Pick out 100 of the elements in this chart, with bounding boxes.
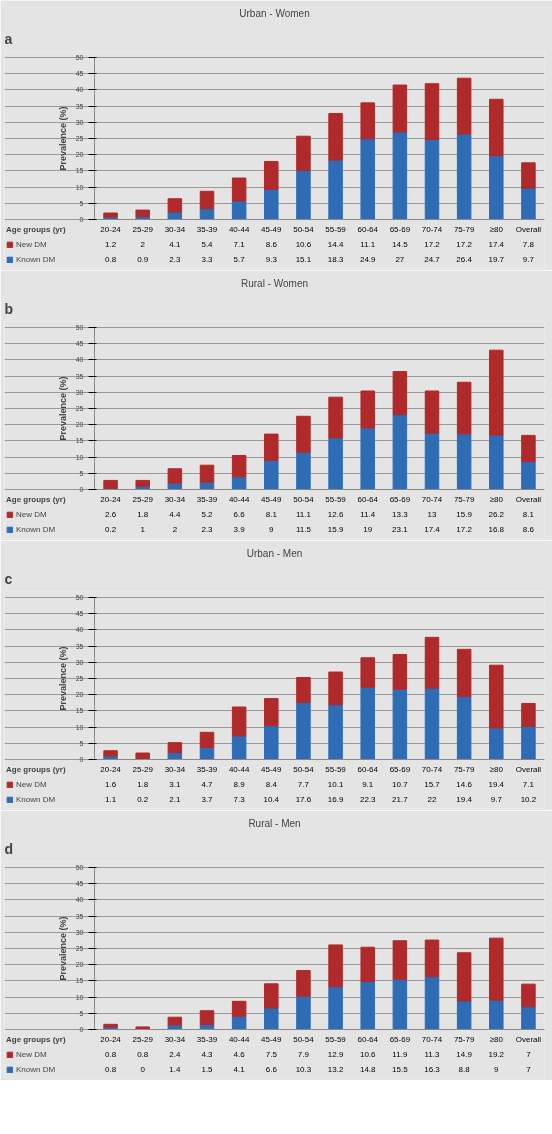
data-label: 10.3 (295, 1064, 312, 1074)
x-axis-title: Age groups (yr) (6, 1035, 66, 1044)
legend-label: Known DM (16, 524, 56, 536)
data-label: 7.1 (522, 779, 535, 789)
data-label: 19.4 (488, 779, 505, 789)
data-label: 17.2 (424, 239, 441, 249)
x-tick-label: 65-69 (389, 1034, 411, 1044)
data-label: 16.3 (424, 1064, 441, 1074)
x-tick-label: 55-59 (325, 764, 347, 774)
data-label: 14.8 (359, 1064, 377, 1074)
data-label: 9 (494, 1064, 500, 1074)
data-label: 7.1 (233, 239, 246, 249)
data-label: 7.9 (297, 1049, 310, 1059)
x-axis-title: Age groups (yr) (6, 765, 66, 774)
data-label: 2.3 (169, 254, 181, 264)
x-axis-title: Age groups (yr) (6, 225, 66, 234)
legend-label: New DM (16, 1049, 47, 1061)
data-label: 13.2 (327, 1064, 344, 1074)
data-label: 26.4 (456, 254, 473, 264)
x-tick-label: 70-74 (421, 224, 443, 234)
data-label: 21.7 (392, 794, 409, 804)
x-tick-label: 45-49 (261, 764, 283, 774)
data-label: 2 (172, 524, 178, 534)
data-label: 15.9 (456, 509, 473, 519)
x-tick-label: 50-54 (293, 1034, 315, 1044)
data-label: 14.4 (327, 239, 344, 249)
data-label: 4.1 (233, 1064, 246, 1074)
x-tick-label: 30-34 (164, 764, 186, 774)
x-tick-label: 75-79 (453, 224, 475, 234)
x-tick-label: 70-74 (421, 1034, 443, 1044)
x-tick-label: 35-39 (196, 494, 218, 504)
x-tick-label: 45-49 (261, 1034, 283, 1044)
data-label: 2 (140, 239, 146, 249)
data-label: 11.4 (360, 509, 376, 519)
data-label: 17.2 (456, 524, 473, 534)
legend-label: New DM (16, 509, 47, 521)
data-label: 8.4 (265, 779, 278, 789)
data-label: 0.8 (105, 1064, 117, 1074)
data-label: 17.6 (295, 794, 312, 804)
legend-label: New DM (16, 239, 47, 251)
data-label: 11.5 (295, 524, 312, 534)
x-tick-label: 25-29 (132, 764, 154, 774)
data-label: 10.6 (295, 239, 312, 249)
data-label: 2.6 (105, 509, 117, 519)
data-label: 19 (363, 524, 373, 534)
data-label: 1 (140, 524, 146, 534)
x-tick-label: 35-39 (196, 1034, 218, 1044)
data-label: 9.7 (522, 254, 535, 264)
x-tick-label: 70-74 (421, 764, 443, 774)
data-label: 6.6 (265, 1064, 278, 1074)
x-tick-label: Overall (515, 764, 542, 774)
data-label: 5.2 (201, 509, 214, 519)
data-label: 3.1 (169, 779, 181, 789)
data-label: 5.7 (233, 254, 246, 264)
data-label: 8.1 (522, 509, 535, 519)
data-label: 2.3 (201, 524, 214, 534)
data-label: 7 (526, 1049, 532, 1059)
legend-label: Known DM (16, 254, 56, 266)
data-label: 0.8 (105, 1049, 117, 1059)
data-label: 11.1 (295, 509, 312, 519)
x-axis-title: Age groups (yr) (6, 495, 66, 504)
legend-label: Known DM (16, 1064, 56, 1076)
data-label: 16.9 (327, 794, 344, 804)
x-tick-label: Overall (515, 224, 542, 234)
x-tick-label: 30-34 (164, 494, 186, 504)
data-label: 0.2 (105, 524, 117, 534)
x-tick-label: 25-29 (132, 1034, 154, 1044)
data-label: 19.7 (488, 254, 505, 264)
x-tick-label: 35-39 (196, 224, 218, 234)
data-label: 19.4 (456, 794, 473, 804)
x-tick-label: 45-49 (261, 494, 283, 504)
data-label: 8.8 (458, 1064, 471, 1074)
x-tick-label: 55-59 (325, 1034, 347, 1044)
x-tick-label: 75-79 (453, 494, 475, 504)
data-label: 12.9 (327, 1049, 344, 1059)
data-label: 1.8 (137, 509, 149, 519)
x-tick-label: 65-69 (389, 224, 411, 234)
chart-title: Rural - Women (240, 277, 309, 289)
x-tick-label: 65-69 (389, 764, 411, 774)
data-label: 7.7 (297, 779, 310, 789)
x-tick-label: 55-59 (325, 494, 347, 504)
data-label: 1.4 (169, 1064, 181, 1074)
data-label: 15.7 (424, 779, 441, 789)
data-label: 22 (427, 794, 437, 804)
data-label: 16.8 (488, 524, 505, 534)
data-label: 1.1 (105, 794, 117, 804)
data-label: 6.6 (233, 509, 246, 519)
x-tick-label: 50-54 (293, 224, 315, 234)
data-label: 4.7 (201, 779, 214, 789)
legend-label: New DM (16, 779, 47, 791)
data-label: 9.1 (362, 779, 374, 789)
data-label: 14.5 (392, 239, 409, 249)
data-label: 4.3 (201, 1049, 214, 1059)
data-label: 27 (395, 254, 405, 264)
data-label: 10.7 (392, 779, 409, 789)
data-label: 8.1 (265, 509, 278, 519)
x-tick-label: 20-24 (100, 764, 122, 774)
data-label: 4.4 (169, 509, 181, 519)
data-label: 24.7 (424, 254, 441, 264)
x-tick-label: 40-44 (228, 764, 250, 774)
